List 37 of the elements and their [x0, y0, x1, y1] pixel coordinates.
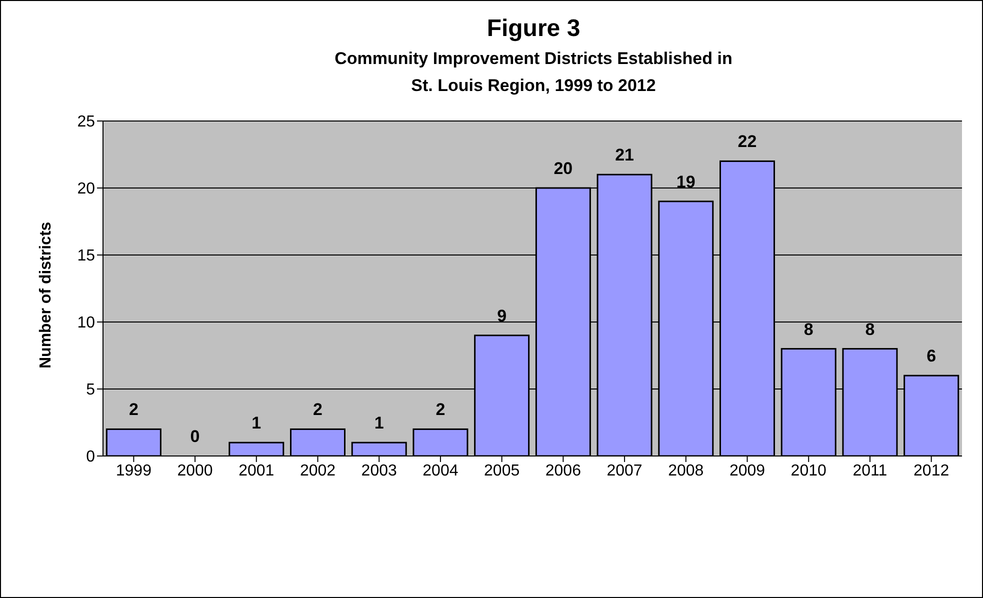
data-label: 19: [676, 172, 696, 192]
data-label: 1: [374, 414, 384, 433]
y-tick-label: 25: [77, 114, 96, 131]
y-tick-label: 15: [77, 248, 96, 265]
x-tick-label: 2007: [606, 462, 642, 480]
x-tick-label: 2010: [790, 462, 827, 480]
data-label: 6: [926, 346, 936, 366]
data-label: 2: [128, 400, 138, 420]
x-tick-label: 2006: [545, 462, 582, 480]
x-tick-label: 2005: [484, 462, 520, 480]
data-label: 9: [497, 306, 507, 326]
data-label: 20: [554, 159, 573, 178]
data-label: 0: [190, 427, 200, 446]
data-label: 8: [865, 320, 875, 339]
y-tick-label: 20: [77, 180, 96, 198]
data-label: 1: [252, 414, 262, 433]
y-tick-label: 5: [86, 382, 96, 399]
x-tick-label: 2000: [177, 462, 213, 480]
x-tick-label: 2004: [422, 462, 458, 480]
x-tick-label: 2008: [668, 462, 704, 480]
chart-subtitle: Community Improvement Districts Established in St. Louis Region, 1999 to 2012: [334, 48, 734, 97]
data-label: 22: [738, 132, 757, 152]
y-tick-label: 0: [86, 448, 96, 466]
y-axis-title: Number of districts: [38, 222, 55, 368]
x-tick-label: 2012: [914, 462, 950, 480]
x-tick-label: 2003: [361, 462, 398, 480]
data-label: 8: [804, 320, 814, 339]
chart-title: Figure 3: [486, 15, 582, 43]
x-tick-label: 2009: [729, 462, 766, 480]
data-label: 21: [615, 146, 634, 165]
data-label: 2: [436, 400, 446, 420]
x-tick-label: 2011: [852, 462, 888, 480]
data-label: 2: [313, 400, 322, 420]
x-tick-label: 2001: [238, 462, 274, 480]
x-tick-label: 2002: [300, 462, 336, 480]
x-tick-label: 1999: [116, 462, 152, 480]
y-tick-label: 10: [77, 314, 96, 332]
